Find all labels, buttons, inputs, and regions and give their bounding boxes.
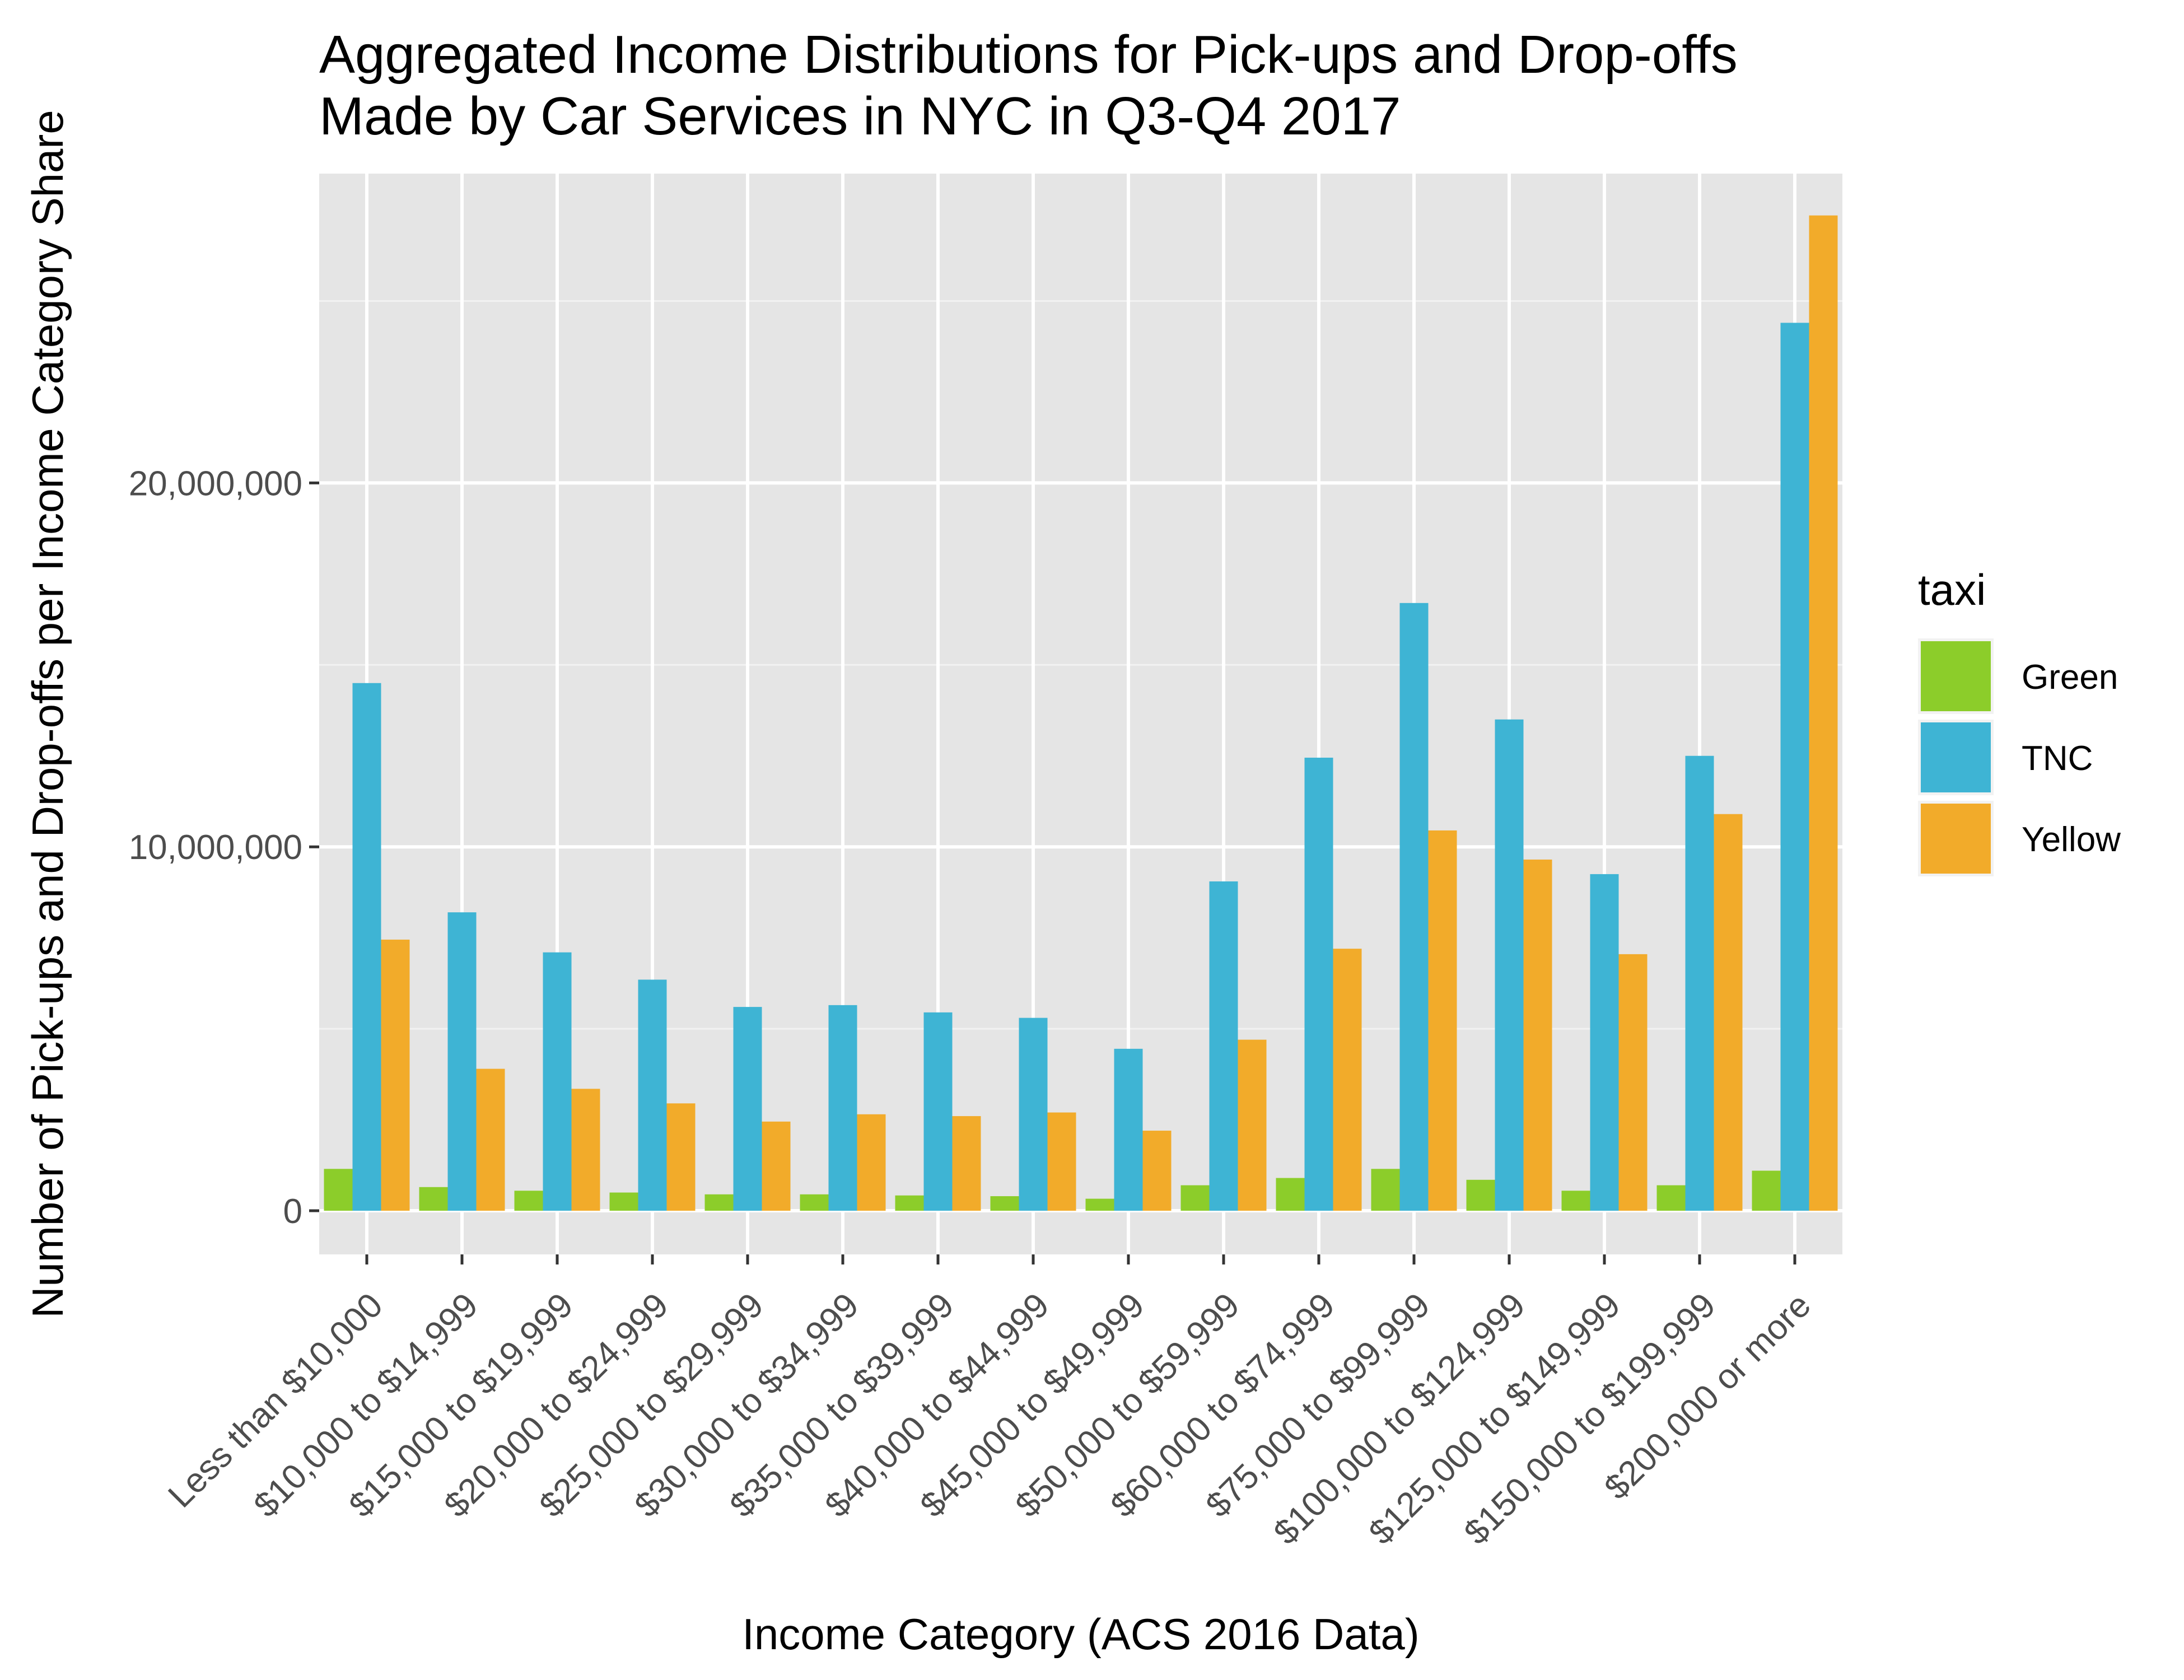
bar-tnc-10 bbox=[1304, 757, 1333, 1211]
bar-green-13 bbox=[1561, 1191, 1590, 1211]
bar-green-2 bbox=[514, 1191, 543, 1211]
legend-label-tnc: TNC bbox=[2022, 739, 2093, 778]
bar-tnc-1 bbox=[447, 912, 477, 1211]
bar-green-10 bbox=[1276, 1178, 1305, 1211]
legend-label-green: Green bbox=[2022, 658, 2118, 697]
y-axis: 0 10,000,000 20,000,000 bbox=[129, 464, 319, 1231]
bar-tnc-6 bbox=[923, 1012, 953, 1211]
bar-tnc-13 bbox=[1590, 874, 1619, 1211]
bar-green-11 bbox=[1371, 1169, 1400, 1211]
x-axis-title: Income Category (ACS 2016 Data) bbox=[742, 1609, 1420, 1659]
bar-green-14 bbox=[1656, 1185, 1686, 1211]
chart-title-line-2: Made by Car Services in NYC in Q3-Q4 201… bbox=[319, 86, 1401, 146]
bar-green-5 bbox=[800, 1194, 829, 1211]
bar-green-9 bbox=[1180, 1185, 1210, 1211]
bar-yellow-15 bbox=[1809, 215, 1838, 1211]
bar-yellow-13 bbox=[1618, 954, 1648, 1211]
bar-green-6 bbox=[895, 1195, 924, 1211]
grid-minor bbox=[319, 300, 1842, 1030]
bars bbox=[324, 215, 1838, 1211]
bar-yellow-11 bbox=[1428, 830, 1457, 1211]
bar-green-15 bbox=[1752, 1170, 1781, 1211]
legend-title: taxi bbox=[1918, 565, 1986, 614]
bar-green-4 bbox=[704, 1194, 734, 1211]
bar-yellow-1 bbox=[476, 1068, 505, 1211]
bar-tnc-3 bbox=[638, 979, 667, 1211]
bar-yellow-12 bbox=[1523, 859, 1552, 1211]
y-tick-label: 0 bbox=[283, 1192, 302, 1231]
legend-swatch-green bbox=[1921, 641, 1991, 711]
chart-title-line-1: Aggregated Income Distributions for Pick… bbox=[319, 25, 1738, 85]
y-tick-label: 20,000,000 bbox=[129, 464, 302, 503]
bar-tnc-5 bbox=[828, 1005, 857, 1211]
bar-green-3 bbox=[609, 1192, 638, 1211]
bar-yellow-2 bbox=[571, 1089, 600, 1211]
bar-green-12 bbox=[1466, 1179, 1495, 1211]
bar-green-8 bbox=[1085, 1198, 1114, 1211]
bar-yellow-8 bbox=[1142, 1131, 1172, 1211]
bar-yellow-3 bbox=[666, 1103, 696, 1211]
bar-green-0 bbox=[324, 1169, 353, 1211]
plot-panel bbox=[319, 174, 1842, 1254]
bar-yellow-6 bbox=[952, 1116, 981, 1211]
legend: taxi Green TNC Yellow bbox=[1918, 565, 2121, 876]
bar-yellow-5 bbox=[857, 1114, 886, 1211]
bar-tnc-14 bbox=[1685, 755, 1714, 1211]
bar-tnc-0 bbox=[352, 683, 381, 1211]
bar-yellow-14 bbox=[1714, 814, 1743, 1211]
y-tick-label: 10,000,000 bbox=[129, 828, 302, 867]
bar-tnc-7 bbox=[1019, 1018, 1048, 1211]
bar-green-1 bbox=[419, 1187, 448, 1211]
bar-yellow-9 bbox=[1238, 1039, 1267, 1211]
bar-green-7 bbox=[990, 1196, 1019, 1211]
bar-tnc-12 bbox=[1495, 719, 1524, 1211]
bar-yellow-7 bbox=[1047, 1112, 1076, 1211]
legend-label-yellow: Yellow bbox=[2022, 820, 2121, 859]
y-axis-title: Number of Pick-ups and Drop-offs per Inc… bbox=[23, 110, 72, 1318]
legend-swatch-yellow bbox=[1921, 804, 1991, 874]
legend-swatch-tnc bbox=[1921, 722, 1991, 792]
bar-yellow-10 bbox=[1333, 949, 1362, 1211]
bar-yellow-4 bbox=[762, 1121, 791, 1211]
bar-tnc-8 bbox=[1114, 1048, 1143, 1211]
bar-yellow-0 bbox=[381, 939, 410, 1211]
bar-tnc-15 bbox=[1780, 323, 1809, 1211]
bar-tnc-9 bbox=[1209, 881, 1238, 1211]
bar-tnc-2 bbox=[543, 952, 572, 1211]
bar-tnc-11 bbox=[1399, 603, 1429, 1211]
bar-tnc-4 bbox=[733, 1007, 762, 1211]
x-axis: Less than $10,000$10,000 to $14,999$15,0… bbox=[161, 1254, 1818, 1552]
